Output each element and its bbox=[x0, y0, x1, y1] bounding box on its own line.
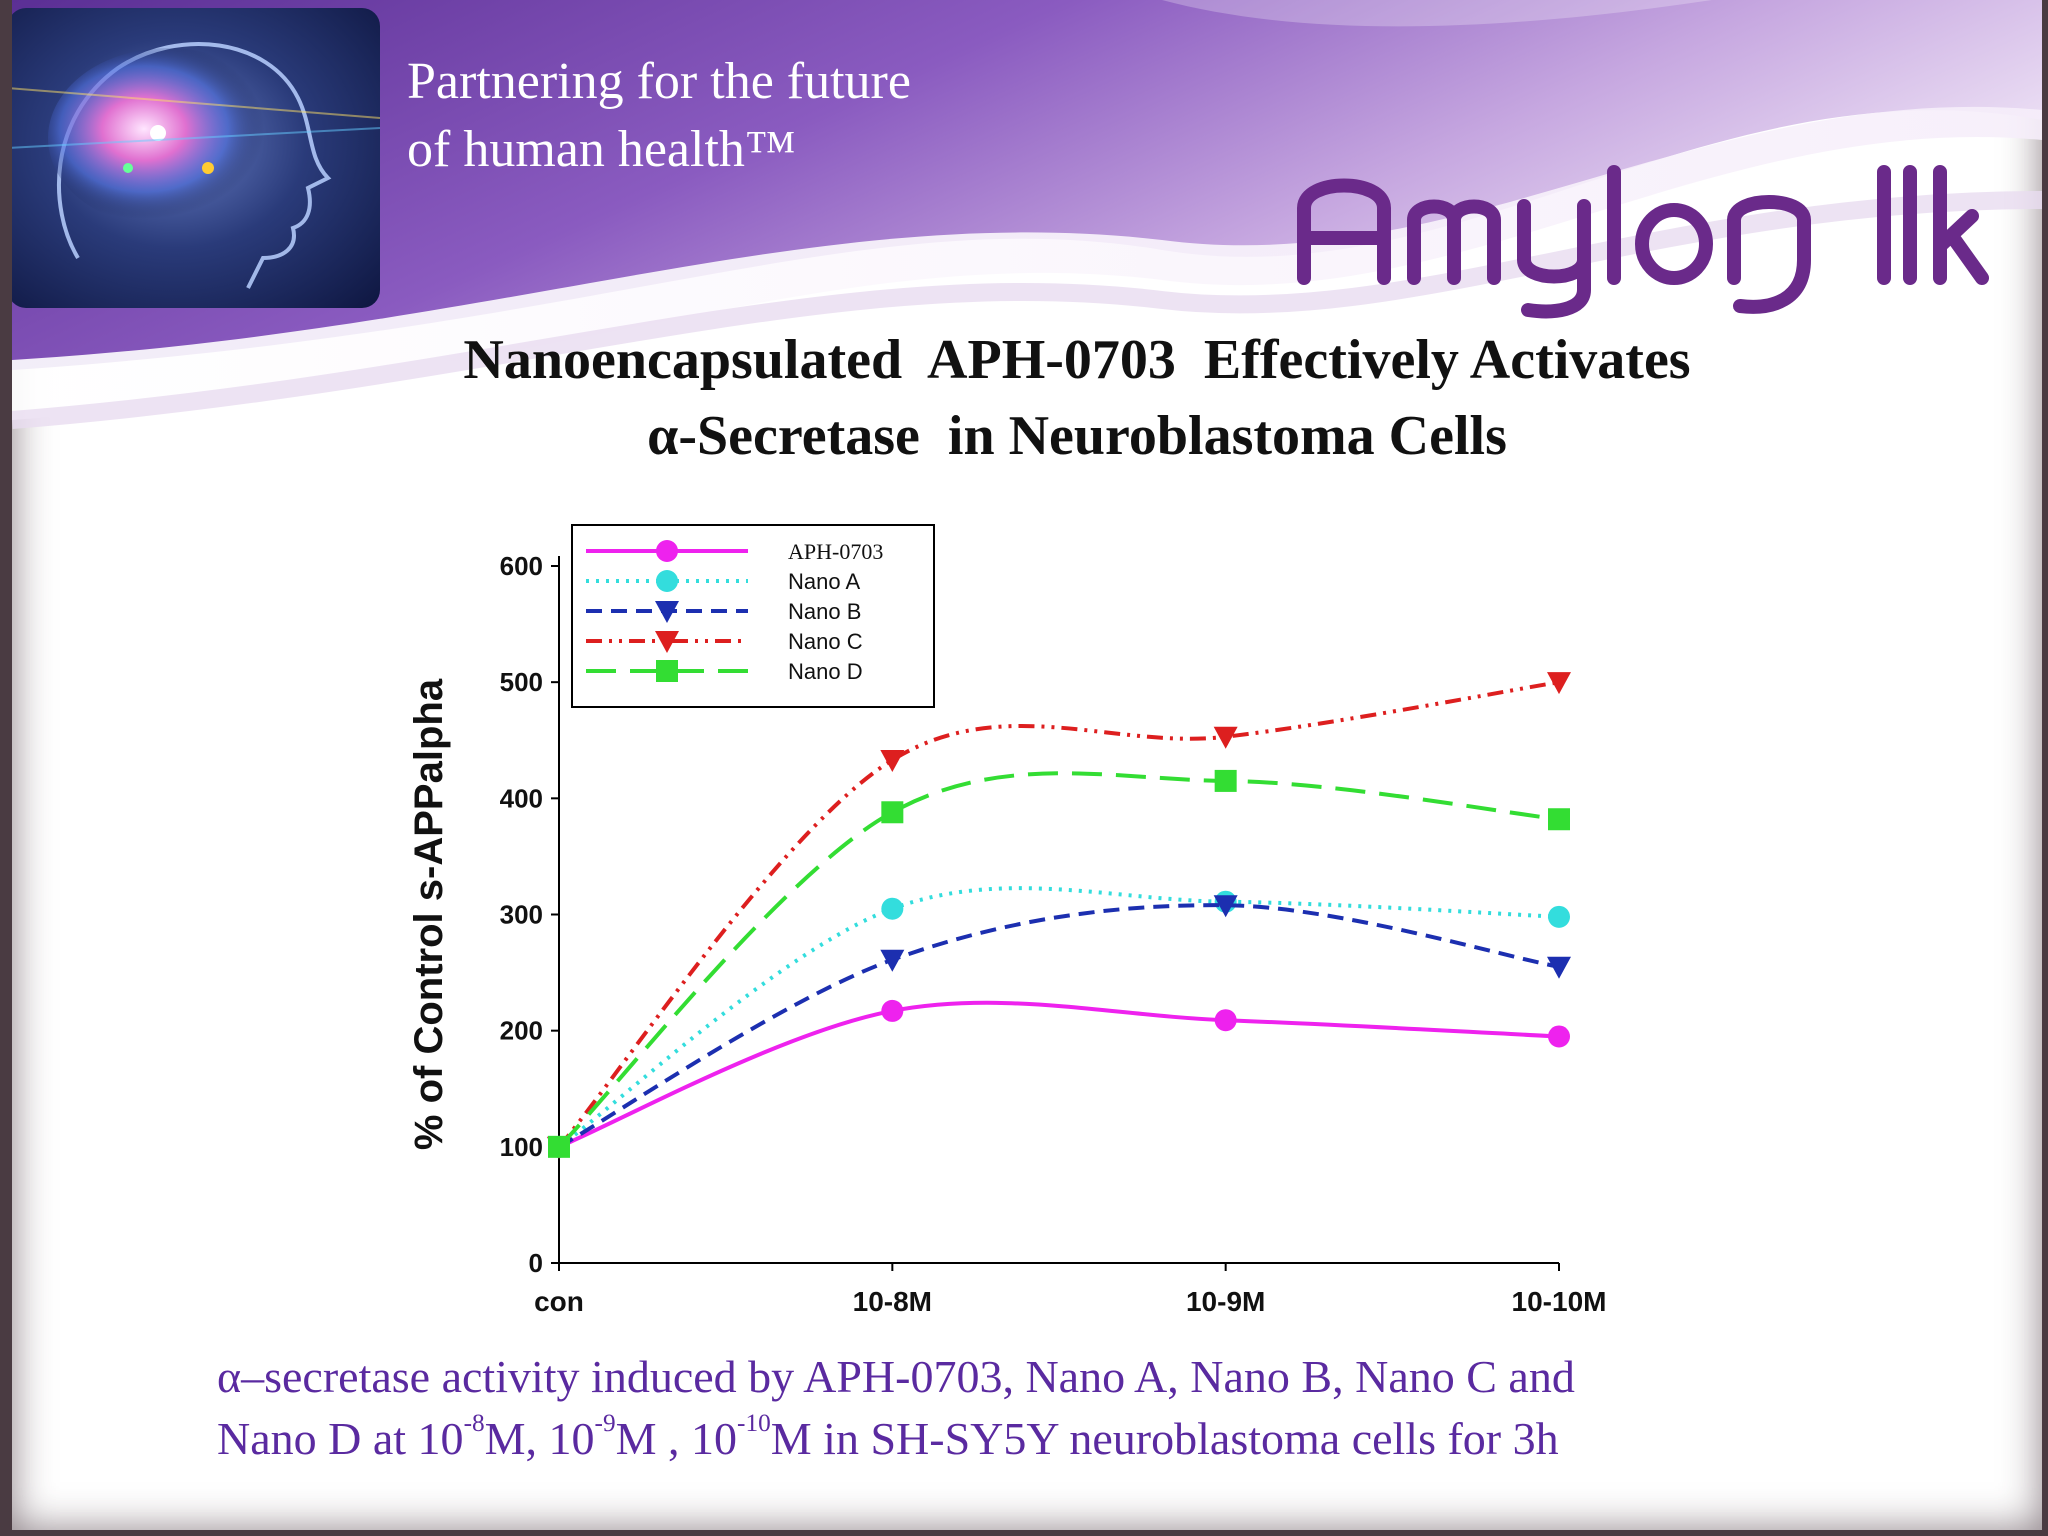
data-point bbox=[1213, 726, 1238, 749]
figure-caption: α–secretase activity induced by APH-0703… bbox=[217, 1346, 1977, 1470]
series-line bbox=[558, 1000, 1560, 1149]
data-point bbox=[656, 540, 678, 562]
data-point bbox=[881, 801, 904, 824]
data-point bbox=[1548, 905, 1570, 928]
x-tick-label: con bbox=[534, 1286, 584, 1317]
y-tick-label: 200 bbox=[500, 1016, 543, 1046]
data-point bbox=[1547, 956, 1571, 979]
brain-image bbox=[12, 8, 380, 308]
legend-label: Nano C bbox=[788, 629, 863, 654]
chart-legend: APH-0703 Nano A Nano B Nano C Nano D bbox=[571, 524, 935, 708]
series-line bbox=[558, 903, 1560, 1149]
data-point bbox=[656, 570, 678, 592]
slide: Partnering for the future of human healt… bbox=[12, 0, 2042, 1530]
series-line bbox=[557, 771, 1560, 1149]
series-nano-a bbox=[548, 886, 1570, 1158]
legend-label: Nano B bbox=[788, 599, 861, 624]
data-point bbox=[881, 999, 904, 1022]
title-line-1: Nanoencapsulated APH-0703 Effectively Ac… bbox=[463, 329, 1691, 391]
caption-sup-2: -9 bbox=[594, 1409, 616, 1438]
data-point bbox=[656, 660, 678, 682]
y-tick-label: 400 bbox=[500, 783, 543, 813]
caption-sup-1: -8 bbox=[463, 1409, 485, 1438]
data-point bbox=[1213, 895, 1238, 918]
caption-line-2b: M, 10 bbox=[484, 1413, 595, 1464]
caption-line-2c: M , 10 bbox=[615, 1413, 738, 1464]
data-point bbox=[655, 601, 679, 623]
series-line bbox=[557, 680, 1560, 1149]
data-point bbox=[655, 631, 679, 653]
data-point bbox=[1548, 1025, 1570, 1048]
line-chart: 0 100 200 300 400 500 600 con 10-8M 10-9M 10-10M % … bbox=[407, 524, 1606, 1317]
legend-box bbox=[571, 524, 935, 708]
series-nano-b bbox=[547, 895, 1571, 1159]
data-point bbox=[548, 1135, 570, 1158]
data-point bbox=[1548, 808, 1570, 831]
slide-title: Nanoencapsulated APH-0703 Effectively Ac… bbox=[12, 322, 2042, 474]
tagline-line-2: of human health™ bbox=[407, 121, 796, 178]
header-banner bbox=[12, 0, 2042, 429]
series-line bbox=[557, 886, 1560, 1149]
data-point bbox=[1547, 672, 1571, 695]
company-logo bbox=[1297, 165, 1989, 319]
caption-line-2a: Nano D at 10 bbox=[217, 1413, 464, 1464]
y-tick-label: 600 bbox=[500, 551, 543, 581]
caption-line-2d: M in SH-SY5Y neuroblastoma cells for 3h bbox=[770, 1413, 1559, 1464]
y-tick-label: 500 bbox=[500, 667, 543, 697]
data-point bbox=[1214, 769, 1237, 792]
caption-sup-3: -10 bbox=[737, 1409, 771, 1438]
title-line-2: α-Secretase in Neuroblastoma Cells bbox=[647, 405, 1507, 467]
series-aph-0703 bbox=[548, 999, 1570, 1158]
y-axis-label: % of Control s-APPalpha bbox=[407, 678, 451, 1150]
tagline: Partnering for the future of human healt… bbox=[407, 48, 911, 184]
data-point bbox=[881, 897, 904, 920]
x-tick-label: 10-8M bbox=[853, 1286, 932, 1317]
y-tick-label: 0 bbox=[529, 1248, 543, 1278]
series-nano-c bbox=[547, 672, 1571, 1159]
y-tick-label: 300 bbox=[500, 900, 543, 930]
series-nano-d bbox=[548, 769, 1570, 1158]
y-tick-label: 100 bbox=[500, 1132, 543, 1162]
chart-axes: 0 100 200 300 400 500 600 con 10-8M 10-9M 10-10M % … bbox=[407, 551, 1606, 1317]
tagline-line-1: Partnering for the future bbox=[407, 53, 911, 110]
x-tick-label: 10-9M bbox=[1186, 1286, 1265, 1317]
data-point bbox=[880, 949, 905, 972]
data-point bbox=[1214, 1009, 1237, 1032]
legend-label: APH-0703 bbox=[788, 539, 883, 564]
data-point bbox=[880, 749, 905, 772]
caption-line-1: α–secretase activity induced by APH-0703… bbox=[217, 1351, 1575, 1402]
x-tick-label: 10-10M bbox=[1512, 1286, 1607, 1317]
legend-label: Nano A bbox=[788, 569, 860, 594]
legend-label: Nano D bbox=[788, 659, 863, 684]
chart-series bbox=[547, 672, 1571, 1159]
